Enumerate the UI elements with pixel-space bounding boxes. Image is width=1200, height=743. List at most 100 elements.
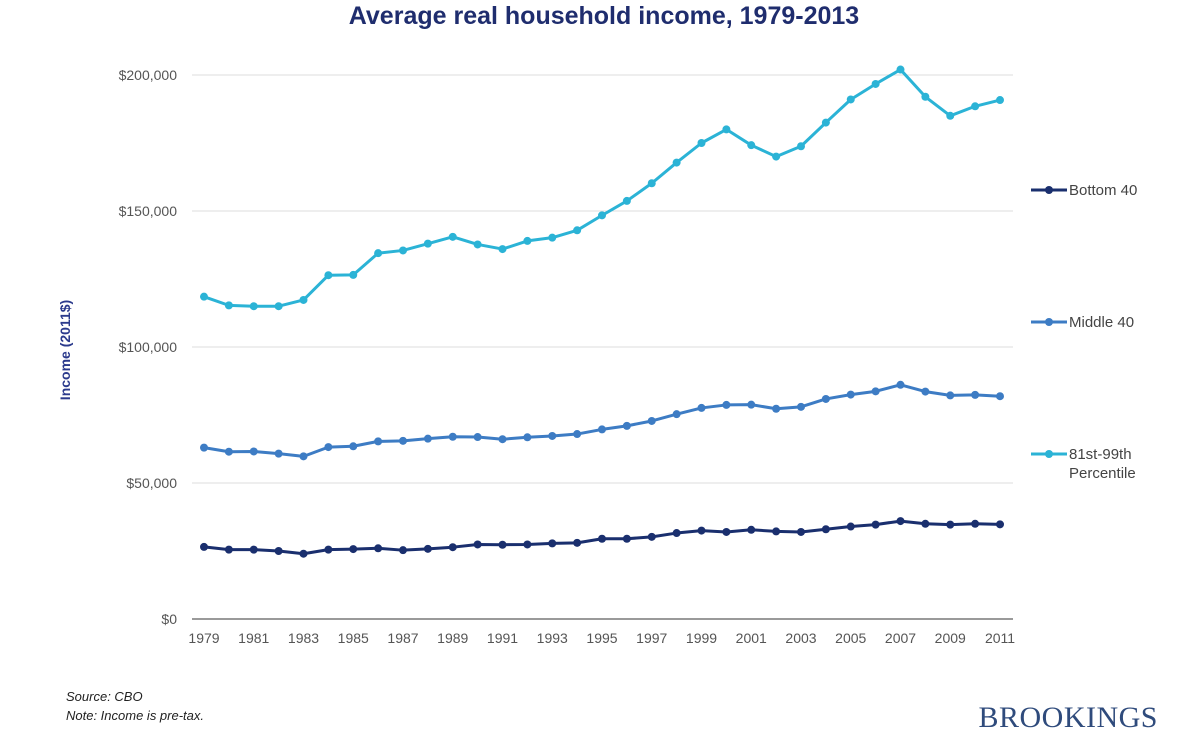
data-point: [996, 520, 1004, 529]
x-tick-label: 2007: [885, 630, 916, 646]
data-point: [846, 522, 855, 531]
data-point: [622, 421, 631, 430]
data-point: [399, 246, 407, 255]
data-point: [672, 158, 681, 167]
brookings-logo: BROOKINGS: [978, 701, 1158, 734]
data-point: [921, 92, 930, 101]
data-point: [697, 139, 706, 147]
data-point: [697, 526, 706, 535]
data-point: [896, 65, 905, 74]
data-point: [473, 433, 482, 442]
x-tick-label: 1983: [288, 630, 319, 646]
data-point: [821, 525, 830, 534]
data-point: [747, 141, 756, 150]
y-axis-ticks: $0 $50,000 $100,000 $150,000 $200,000: [119, 67, 178, 627]
data-point: [374, 544, 383, 553]
x-tick-label: 2005: [835, 630, 866, 646]
data-point: [598, 211, 606, 220]
data-point: [573, 430, 582, 439]
source-note: Source: CBO: [66, 689, 143, 704]
data-point: [622, 196, 631, 205]
data-point: [896, 517, 905, 526]
data-point: [647, 416, 656, 425]
data-point: [200, 542, 208, 551]
data-point: [573, 226, 582, 235]
x-tick-label: 2001: [736, 630, 767, 646]
legend-label: Middle 40: [1069, 314, 1134, 331]
data-point: [324, 271, 333, 280]
data-point: [423, 434, 432, 443]
data-point: [598, 534, 606, 543]
x-tick-label: 1979: [188, 630, 219, 646]
data-point: [971, 519, 980, 528]
data-point: [200, 292, 208, 301]
x-tick-label: 2003: [785, 630, 816, 646]
data-point: [498, 540, 507, 549]
data-point: [224, 301, 233, 310]
data-point: [498, 245, 507, 254]
x-tick-label: 1995: [586, 630, 617, 646]
data-point: [249, 447, 258, 456]
legend-label: Percentile: [1069, 465, 1136, 482]
data-point: [921, 519, 930, 528]
data-point: [299, 295, 308, 304]
data-point: [224, 447, 233, 456]
data-point: [946, 520, 955, 529]
data-point: [473, 540, 482, 549]
data-point: [722, 527, 731, 536]
data-point: [722, 125, 731, 134]
x-tick-label: 2009: [935, 630, 966, 646]
data-point: [423, 239, 432, 248]
data-point: [772, 527, 781, 536]
data-point: [573, 538, 582, 547]
data-point: [647, 179, 656, 188]
data-point: [846, 390, 855, 399]
data-point: [548, 539, 557, 548]
series-group: [200, 65, 1004, 558]
data-point: [821, 394, 830, 403]
chart-title: Average real household income, 1979-2013: [349, 2, 859, 30]
data-point: [423, 544, 432, 553]
data-point: [399, 436, 407, 445]
data-point: [299, 549, 308, 558]
gridlines: [192, 74, 1013, 620]
y-tick-label: $50,000: [126, 475, 177, 491]
data-point: [249, 302, 258, 311]
legend-label: Bottom 40: [1069, 182, 1137, 199]
series-line-2: [202, 68, 1002, 308]
data-point: [797, 527, 805, 536]
data-point: [498, 435, 507, 444]
x-axis-ticks: 1979 1981 1983 1985 1987 1989 1991 1993 1995 1997…: [188, 630, 1015, 646]
data-point: [200, 443, 208, 452]
y-tick-label: $100,000: [119, 339, 178, 355]
data-point: [224, 545, 233, 554]
y-axis-label: Income (2011$): [57, 300, 73, 400]
data-point: [473, 240, 482, 249]
data-point: [349, 270, 358, 279]
x-tick-label: 1989: [437, 630, 468, 646]
series-line-1: [202, 383, 1002, 458]
data-point: [324, 545, 333, 554]
x-tick-label: 1991: [487, 630, 518, 646]
legend-swatch-marker: [1045, 450, 1053, 458]
data-point: [846, 95, 855, 104]
data-point: [821, 118, 830, 127]
data-point: [374, 249, 383, 258]
data-point: [672, 410, 681, 419]
data-point: [921, 387, 930, 396]
legend-swatch-marker: [1045, 186, 1053, 194]
data-point: [946, 111, 955, 120]
income-note: Note: Income is pre-tax.: [66, 708, 204, 723]
data-point: [647, 532, 656, 541]
data-point: [324, 443, 333, 452]
data-point: [374, 437, 383, 446]
y-tick-label: $150,000: [119, 203, 178, 219]
data-point: [747, 525, 756, 534]
data-point: [399, 546, 407, 555]
legend-swatch-marker: [1045, 318, 1053, 326]
data-point: [548, 431, 557, 440]
y-tick-label: $0: [161, 611, 177, 627]
data-point: [797, 402, 805, 411]
data-point: [971, 102, 980, 111]
